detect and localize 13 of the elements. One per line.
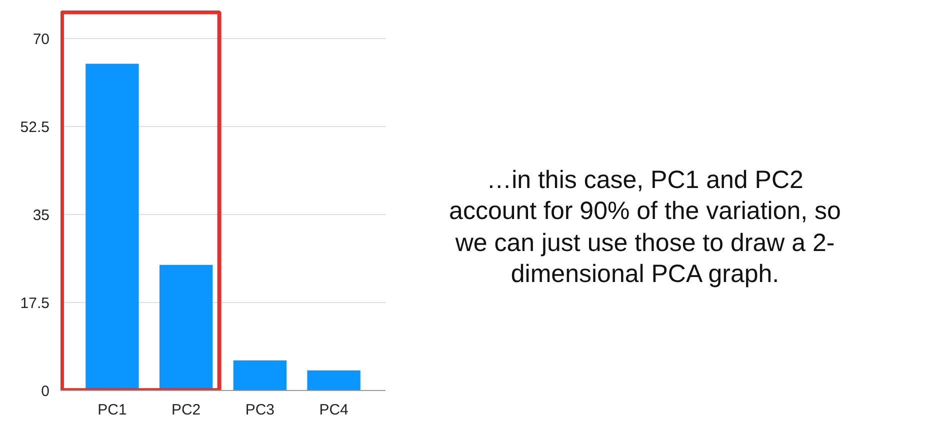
y-tick-label: 0 — [41, 383, 50, 400]
text: …in this case, PC1 and PC2 account for 90% of the variation, so we can just use those to draw a 2-dimensional PCA graph. — [448, 165, 842, 290]
x-tick-label: PC1 — [98, 402, 127, 418]
y-tick-label: 35 — [32, 207, 50, 224]
y-tick-label: 70 — [32, 31, 50, 48]
bar — [159, 264, 213, 390]
bar — [233, 360, 287, 390]
bar — [307, 370, 360, 390]
x-tick-label: PC3 — [245, 402, 275, 418]
y-tick-label: 17.5 — [20, 295, 50, 312]
y-tick-label: 52.5 — [20, 119, 50, 136]
x-tick-label: PC2 — [171, 402, 201, 418]
x-tick-label: PC4 — [319, 402, 348, 418]
